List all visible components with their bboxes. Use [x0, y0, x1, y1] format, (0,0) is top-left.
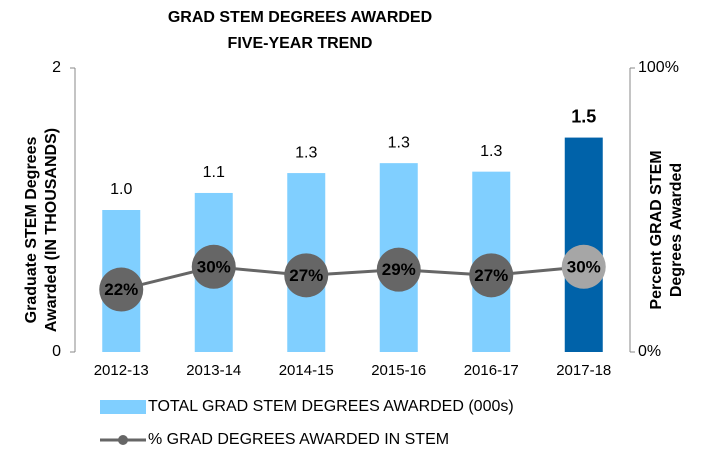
- y2-axis-title: Percent GRAD STEM Degrees Awarded: [648, 150, 685, 309]
- x-tick-label: 2012-13: [94, 362, 149, 379]
- line-value-label: 30%: [197, 257, 231, 276]
- bar-value-label: 1.0: [110, 181, 132, 198]
- legend-swatch-marker: [118, 435, 128, 445]
- line-value-label: 29%: [382, 260, 416, 279]
- line-marker: [284, 253, 329, 298]
- line-value-label: 22%: [104, 280, 138, 299]
- y-tick-label: 0: [52, 343, 61, 360]
- y2-axis-title-line: Percent GRAD STEM: [648, 150, 665, 309]
- bar-value-label: 1.1: [203, 164, 225, 181]
- y-axis-title-line: Awarded (IN THOUSANDS): [43, 128, 60, 332]
- line-marker: [99, 267, 144, 312]
- x-tick-label: 2014-15: [279, 362, 334, 379]
- y-axis-title: Graduate STEM Degrees Awarded (IN THOUSA…: [23, 128, 60, 332]
- chart-title: GRAD STEM DEGREES AWARDED: [168, 9, 432, 26]
- legend-label: TOTAL GRAD STEM DEGREES AWARDED (000s): [148, 398, 514, 415]
- bar-value-label: 1.3: [388, 134, 410, 151]
- line-value-label: 30%: [567, 257, 601, 276]
- line-value-label: 27%: [474, 266, 508, 285]
- line-marker: [469, 253, 514, 298]
- x-tick-label: 2013-14: [186, 362, 241, 379]
- bar-value-label: 1.5: [571, 106, 596, 126]
- y-tick-label: 2: [52, 59, 61, 76]
- y2-tick-label: 100%: [638, 59, 679, 76]
- y2-axis-title-line: Degrees Awarded: [668, 163, 685, 297]
- bar-value-label: 1.3: [295, 144, 317, 161]
- line: [120, 265, 584, 291]
- y2-tick-label: 0%: [638, 343, 661, 360]
- bar-value-label: 1.3: [480, 143, 502, 160]
- line-marker: [191, 244, 236, 289]
- y-axis-title-line: Graduate STEM Degrees: [23, 137, 40, 324]
- x-tick-label: 2016-17: [464, 362, 519, 379]
- x-tick-label: 2017-18: [556, 362, 611, 379]
- line-value-label: 27%: [289, 266, 323, 285]
- legend-label: % GRAD DEGREES AWARDED IN STEM: [148, 431, 449, 448]
- bar: [564, 137, 603, 352]
- chart-subtitle: FIVE-YEAR TREND: [228, 35, 373, 52]
- x-tick-label: 2015-16: [371, 362, 426, 379]
- legend-swatch: [100, 400, 146, 414]
- line-marker: [376, 247, 421, 292]
- line-marker: [561, 244, 606, 289]
